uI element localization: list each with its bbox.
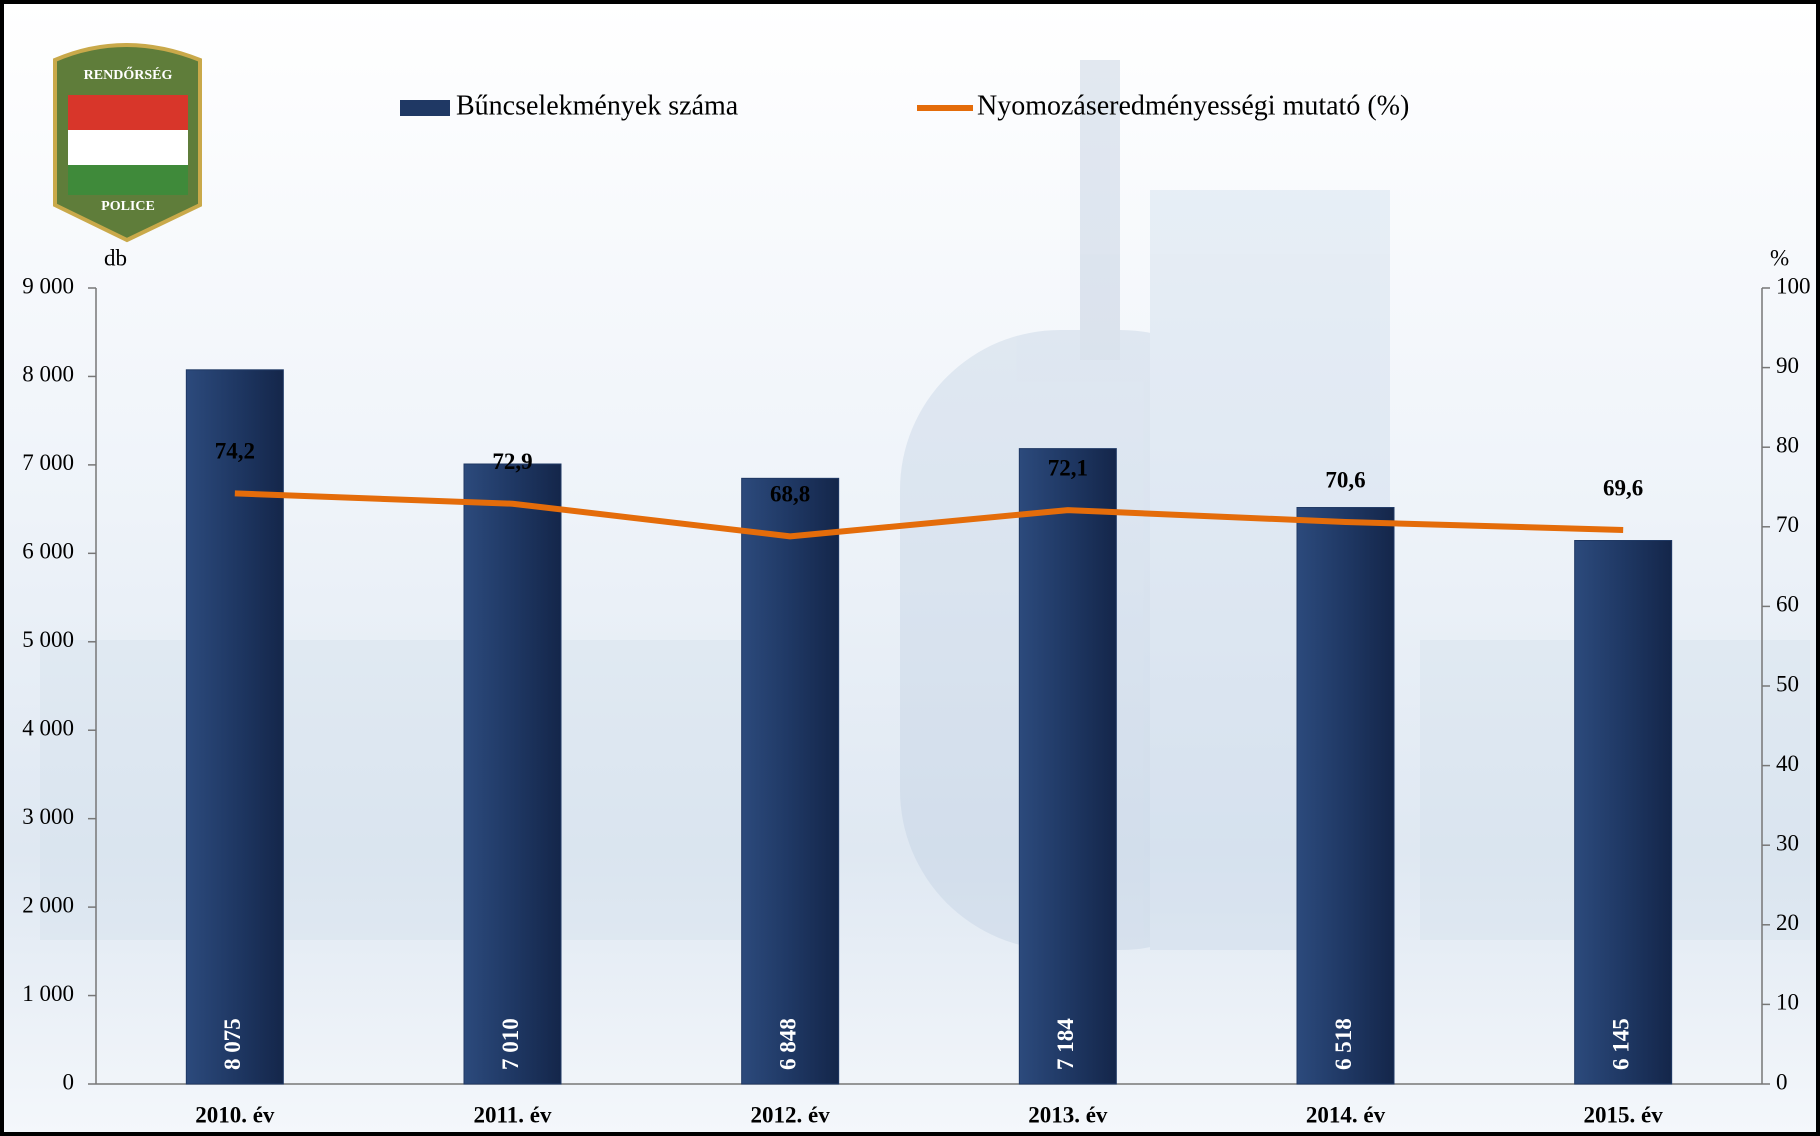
logo: RENDŐRSÉG POLICE [53, 43, 202, 243]
x-tick-label: 2010. év [195, 1102, 275, 1127]
y2-tick-label: 90 [1776, 353, 1799, 378]
bar [463, 463, 562, 1085]
bar-value-label: 6 848 [775, 1018, 800, 1070]
x-tick-label: 2011. év [474, 1102, 552, 1127]
logo-bottom-text: POLICE [101, 199, 155, 214]
y-tick-label: 7 000 [22, 450, 74, 475]
line [234, 490, 1624, 540]
x-tick-label: 2014. év [1306, 1102, 1386, 1127]
x-tick-label: 2015. év [1584, 1102, 1664, 1127]
bar [185, 369, 284, 1085]
y2-axis-title: % [1770, 245, 1789, 270]
y2-tick-label: 10 [1776, 990, 1799, 1015]
bar [1018, 448, 1117, 1085]
y2-tick-label: 0 [1776, 1069, 1788, 1094]
line-value-label: 74,2 [215, 439, 255, 464]
bar-value-label: 8 075 [220, 1018, 245, 1070]
y-tick-label: 9 000 [22, 273, 74, 298]
y2-tick-label: 50 [1776, 671, 1799, 696]
y-tick-label: 4 000 [22, 716, 74, 741]
legend-label: Bűncselekmények száma [456, 90, 739, 121]
bar-value-label: 7 010 [498, 1018, 523, 1070]
line-value-label: 68,8 [770, 482, 810, 507]
y2-tick-label: 40 [1776, 751, 1799, 776]
y-tick-label: 6 000 [22, 539, 74, 564]
line-value-label: 69,6 [1603, 475, 1643, 500]
y-tick-label: 1 000 [22, 981, 74, 1006]
y-tick-label: 8 000 [22, 362, 74, 387]
logo-top-text: RENDŐRSÉG [84, 66, 173, 83]
line-value-label: 72,1 [1048, 455, 1088, 480]
x-tick-label: 2013. év [1028, 1102, 1108, 1127]
y2-tick-label: 70 [1776, 512, 1799, 537]
legend-label: Nyomozáseredményességi mutató (%) [977, 90, 1409, 121]
y-tick-label: 5 000 [22, 627, 74, 652]
y2-tick-label: 100 [1776, 273, 1811, 298]
line-value-label: 72,9 [492, 449, 532, 474]
y-tick-label: 2 000 [22, 892, 74, 917]
bar-value-label: 6 145 [1608, 1018, 1633, 1070]
y-tick-label: 3 000 [22, 804, 74, 829]
x-tick-label: 2012. év [751, 1102, 831, 1127]
y-tick-label: 0 [63, 1069, 75, 1094]
y2-tick-label: 80 [1776, 432, 1799, 457]
y2-tick-label: 20 [1776, 910, 1799, 935]
y-axis-title: db [104, 245, 127, 270]
bar [741, 477, 840, 1085]
bar-value-label: 7 184 [1053, 1018, 1078, 1070]
bar [1296, 507, 1395, 1085]
legend-swatch [400, 100, 450, 116]
bar-value-label: 6 518 [1331, 1018, 1356, 1070]
y2-tick-label: 60 [1776, 592, 1799, 617]
line-value-label: 70,6 [1325, 467, 1365, 492]
y2-tick-label: 30 [1776, 830, 1799, 855]
bar [1574, 540, 1673, 1085]
